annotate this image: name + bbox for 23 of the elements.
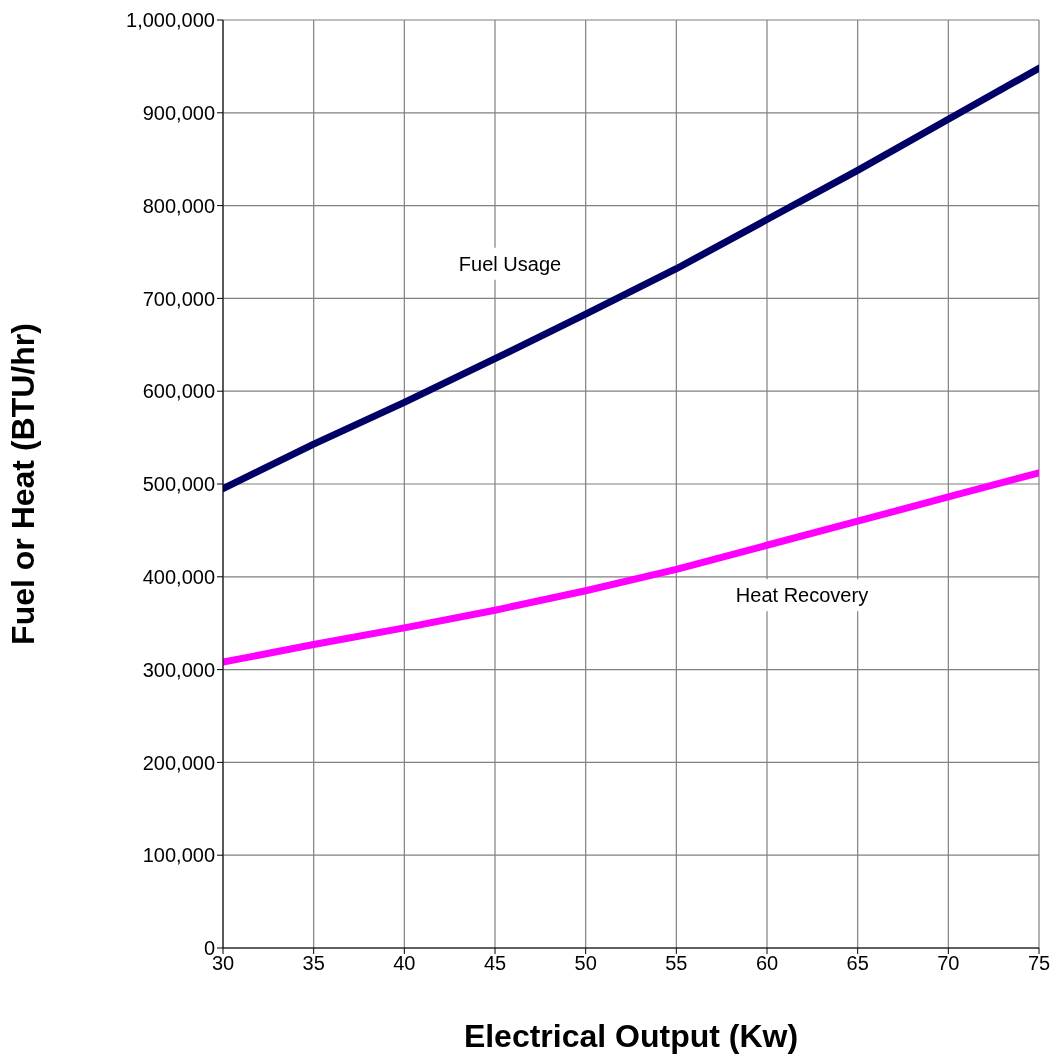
y-tick-label: 900,000	[142, 101, 215, 124]
x-tick-label: 65	[846, 952, 869, 975]
y-tick-label: 700,000	[142, 287, 215, 310]
x-axis-title: Electrical Output (Kw)	[463, 1018, 799, 1054]
y-tick-label: 100,000	[142, 844, 215, 867]
x-tick-label: 70	[937, 952, 960, 975]
x-tick-label: 40	[393, 952, 416, 975]
y-tick-label: 800,000	[142, 194, 215, 217]
y-axis-title: Fuel or Heat (BTU/hr)	[5, 323, 42, 645]
series-label: Heat Recovery	[735, 584, 869, 607]
y-tick-label: 1,000,000	[126, 9, 215, 32]
y-tick-label: 600,000	[142, 380, 215, 403]
y-tick-label: 400,000	[142, 565, 215, 588]
y-tick-label: 300,000	[142, 658, 215, 681]
x-tick-label: 75	[1027, 952, 1051, 975]
x-tick-label: 50	[574, 952, 597, 975]
y-tick-label: 500,000	[142, 473, 215, 496]
text: Fuel Usage	[458, 252, 562, 275]
x-tick-label: 45	[483, 952, 507, 975]
x-tick-label: 60	[755, 952, 779, 975]
x-tick-label: 55	[665, 952, 688, 975]
x-tick-label: 35	[302, 952, 325, 975]
y-tick-label: 200,000	[142, 751, 215, 774]
